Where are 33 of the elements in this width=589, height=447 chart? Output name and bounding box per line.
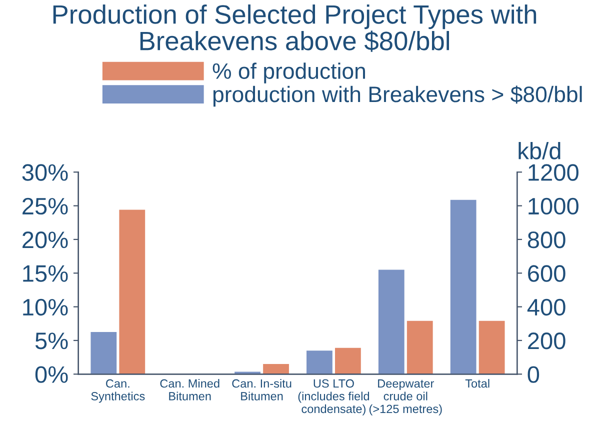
bar	[335, 348, 361, 374]
bar	[406, 320, 433, 374]
x-tick-label: Deepwater crude oil (>125 metres)	[369, 379, 442, 416]
y2-tick-label: 600	[528, 265, 566, 282]
y2-tick-label: 400	[527, 298, 566, 316]
bar	[478, 320, 505, 374]
x-tick-label: Can. Mined Bitumen	[160, 379, 220, 400]
x-tick-label: US LTO (includes field condensate)	[298, 379, 370, 416]
chart-title: Production of Selected Project Types with Breakevens above $80/bbl	[53, 4, 536, 52]
y-tick-label: 0%	[35, 366, 68, 383]
y-tick-label: 25%	[22, 198, 68, 215]
y-tick-label: 30%	[22, 164, 68, 181]
bar	[90, 332, 117, 374]
y2-tick-label: 1200	[528, 164, 578, 181]
y-tick-label: 5%	[35, 332, 68, 350]
bar	[306, 350, 332, 374]
y2-tick-label: 0	[528, 366, 540, 383]
y2-tick-label: 800	[528, 232, 566, 248]
bar	[119, 210, 146, 374]
legend-label: % of production	[212, 62, 365, 84]
bar	[263, 364, 289, 374]
bar	[450, 200, 476, 374]
legend-label: production with Breakevens > $80/bbl	[213, 86, 582, 107]
y2-axis-title: kb/d	[518, 142, 560, 160]
y2-tick-label: 1000	[528, 198, 578, 215]
y-tick-label: 15%	[23, 265, 68, 282]
x-tick-label: Can. Synthetics	[91, 379, 145, 403]
bar	[378, 270, 404, 374]
y-tick-label: 20%	[22, 232, 68, 248]
x-tick-label: Can. In-situ Bitumen	[232, 379, 292, 400]
y-tick-label: 10%	[23, 298, 68, 316]
x-tick-label: Total	[465, 379, 490, 388]
y2-tick-label: 200	[528, 332, 566, 350]
